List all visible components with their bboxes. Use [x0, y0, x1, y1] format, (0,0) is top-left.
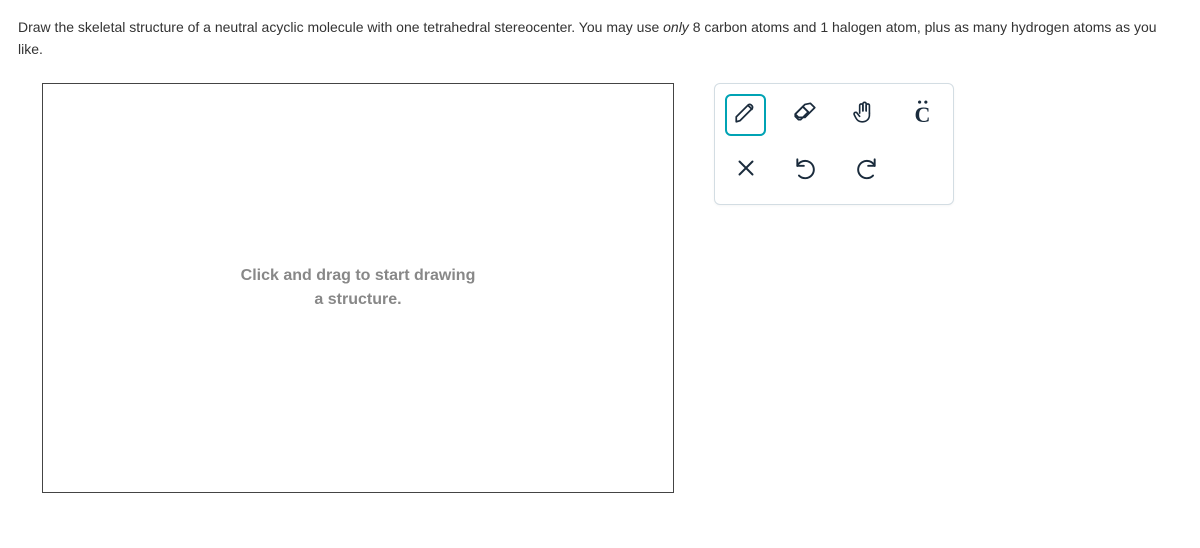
toolbar-row-1: •• C: [723, 90, 945, 140]
hand-tool-button[interactable]: [843, 94, 884, 136]
atom-c-tool-button[interactable]: •• C: [902, 94, 943, 136]
canvas-placeholder-text: Click and drag to start drawing a struct…: [241, 264, 476, 312]
question-italic-only: only: [663, 19, 689, 35]
close-icon: [733, 155, 759, 186]
toolbar-row-2: [723, 146, 945, 196]
atom-c-icon: •• C: [915, 104, 931, 126]
redo-icon: [853, 155, 879, 186]
question-text: Draw the skeletal structure of a neutral…: [18, 16, 1182, 61]
page-root: Draw the skeletal structure of a neutral…: [0, 0, 1200, 509]
pencil-tool-button[interactable]: [725, 94, 766, 136]
eraser-tool-button[interactable]: [784, 94, 825, 136]
clear-button[interactable]: [725, 150, 767, 192]
content-row: Click and drag to start drawing a struct…: [18, 83, 1182, 493]
undo-icon: [793, 155, 819, 186]
drawing-canvas[interactable]: Click and drag to start drawing a struct…: [42, 83, 674, 493]
hand-icon: [851, 99, 877, 130]
eraser-icon: [792, 99, 818, 130]
undo-button[interactable]: [785, 150, 827, 192]
question-prefix: Draw the skeletal structure of a neutral…: [18, 19, 663, 35]
pencil-icon: [733, 99, 759, 130]
redo-button[interactable]: [845, 150, 887, 192]
atom-lone-pair-dots: ••: [918, 96, 930, 108]
toolbar-panel: •• C: [714, 83, 954, 205]
